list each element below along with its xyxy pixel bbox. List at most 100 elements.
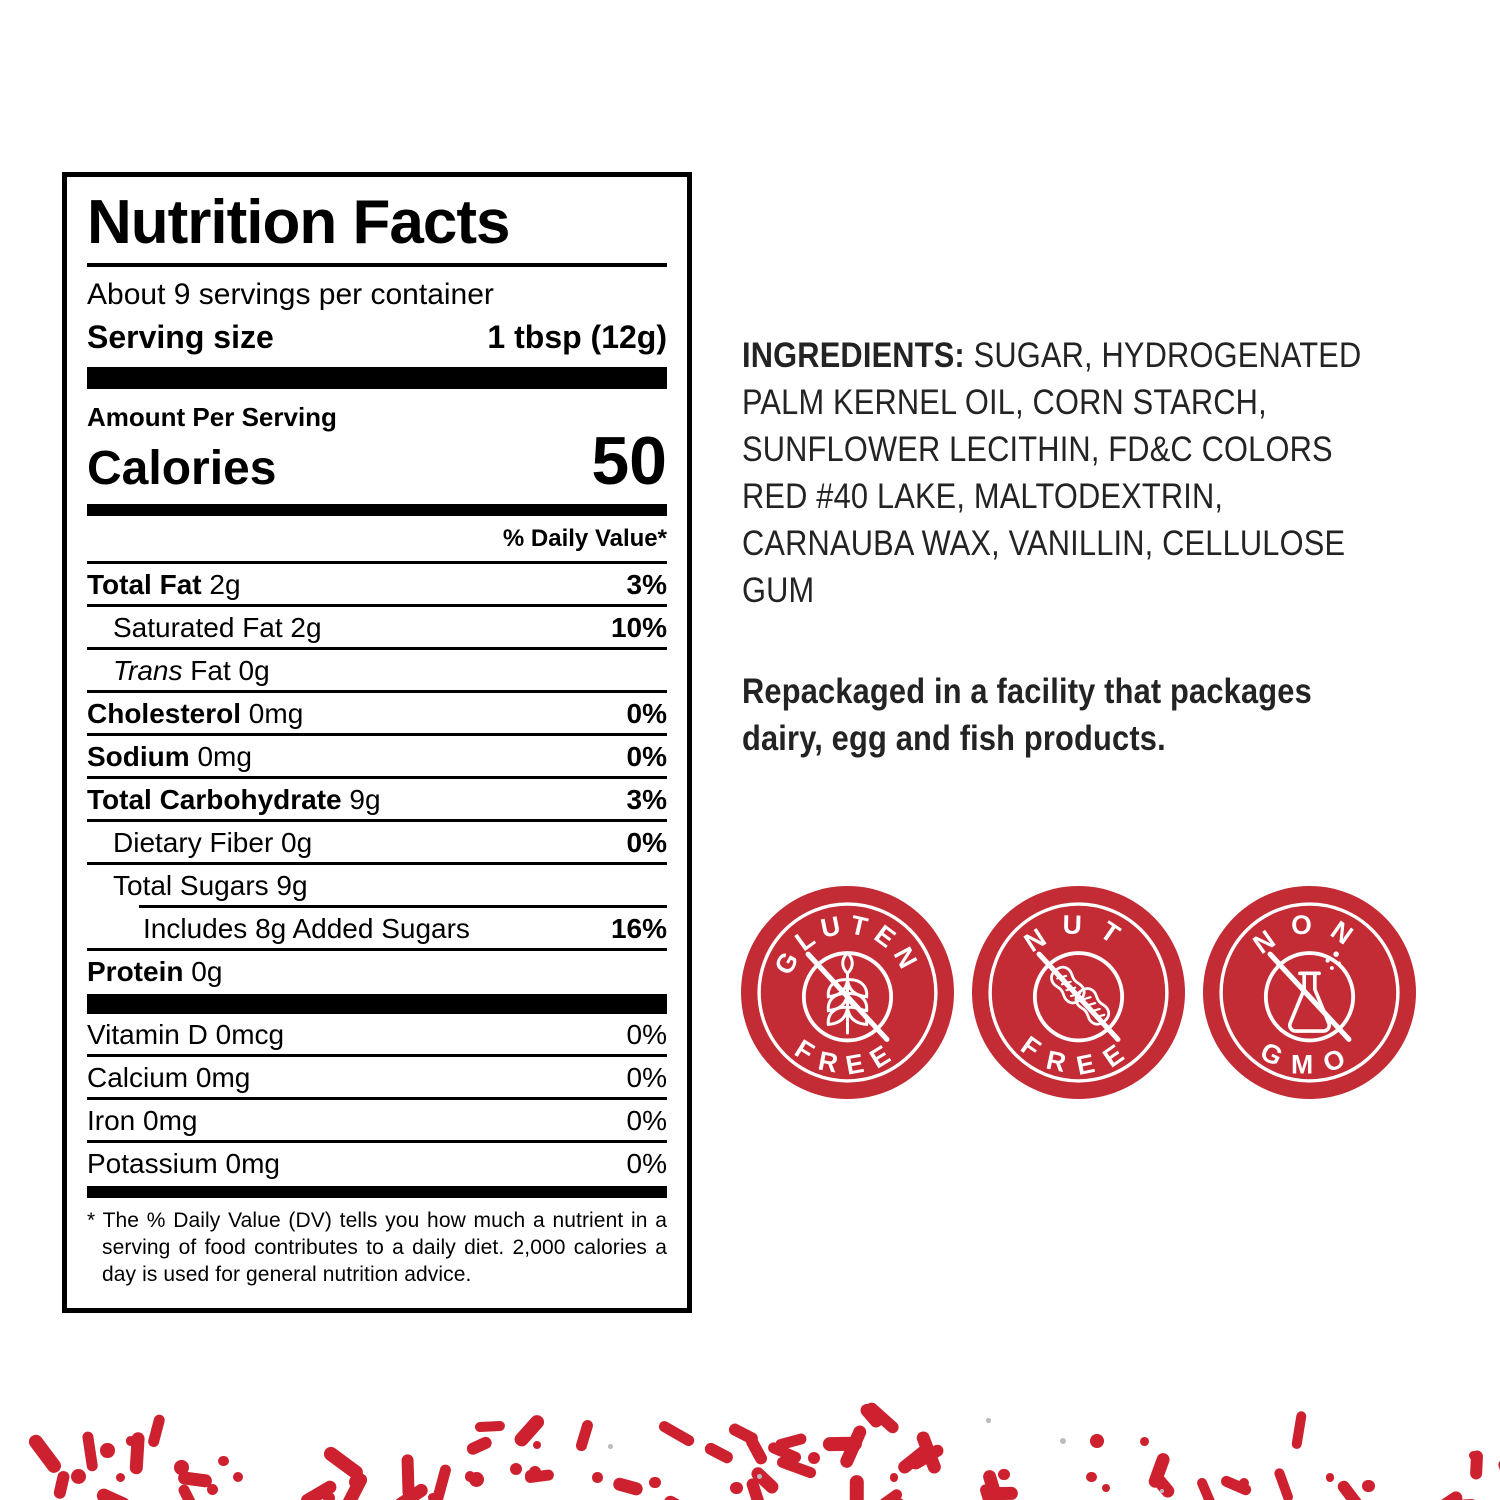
sprinkle — [889, 1473, 898, 1482]
vitamin-rows: Vitamin D 0mcg 0% Calcium 0mg 0% Iron 0mg 0% P… — [87, 1014, 667, 1183]
divider-thin — [87, 263, 667, 268]
sprinkle — [321, 1444, 366, 1482]
sprinkle — [850, 1474, 865, 1500]
sprinkle — [94, 1486, 132, 1500]
nutrient-row: Sodium 0mg 0% — [87, 733, 667, 776]
sprinkle — [125, 1436, 136, 1446]
nutrition-facts-title: Nutrition Facts — [87, 188, 510, 257]
sprinkle — [808, 1452, 821, 1465]
sprinkle — [1238, 1478, 1249, 1489]
sprinkle — [1362, 1479, 1376, 1493]
vitamin-row: Potassium 0mg 0% — [87, 1140, 667, 1183]
divider-medium — [87, 1186, 667, 1199]
repackaged-notice: Repackaged in a facility that packages d… — [742, 672, 1312, 758]
sprinkle — [429, 1462, 453, 1500]
sprinkle — [1194, 1476, 1216, 1500]
vitamin-row: Calcium 0mg 0% — [87, 1054, 667, 1097]
sprinkle — [1219, 1474, 1253, 1498]
sprinkle — [978, 1482, 1002, 1500]
sprinkle — [385, 1481, 431, 1500]
sprinkle — [766, 1440, 803, 1466]
sprinkle — [70, 1468, 86, 1484]
calories-row: Calories 50 — [87, 423, 667, 500]
daily-value-footnote: * The % Daily Value (DV) tells you how m… — [87, 1209, 667, 1286]
slash-icon — [805, 951, 890, 1042]
nutrient-dv-percent: 0% — [626, 1062, 667, 1094]
sprinkle — [998, 1468, 1010, 1480]
nutrient-row: Saturated Fat 2g 10% — [87, 604, 667, 647]
sprinkle — [81, 1431, 99, 1473]
sprinkle — [756, 1474, 762, 1480]
calories-value: 50 — [591, 423, 667, 500]
sprinkle — [727, 1421, 760, 1447]
nutrient-name: Potassium 0mg — [87, 1148, 280, 1180]
sprinkle — [649, 1476, 661, 1489]
sprinkle — [907, 1442, 946, 1472]
nutrient-name: Iron 0mg — [87, 1105, 198, 1137]
sprinkle — [703, 1440, 735, 1465]
sprinkle — [1469, 1450, 1479, 1460]
sprinkle — [524, 1469, 555, 1484]
sprinkle — [233, 1471, 244, 1482]
sprinkle — [510, 1463, 523, 1476]
sprinkle — [863, 1400, 902, 1437]
nutrient-dv-percent: 0% — [626, 1105, 667, 1137]
sprinkle — [177, 1470, 214, 1489]
servings-per-container: About 9 servings per container — [87, 278, 494, 312]
nutrient-dv-percent: 0% — [626, 1019, 667, 1051]
badges-row: GLUTEN FREE — [741, 886, 1416, 1099]
sprinkle — [349, 1475, 364, 1490]
sprinkle — [1325, 1473, 1335, 1482]
sprinkle — [1149, 1470, 1178, 1500]
sprinkle — [661, 1493, 695, 1500]
badge-gluten-free: GLUTEN FREE — [741, 886, 954, 1099]
divider-thick — [87, 367, 667, 390]
nutrient-dv-percent: 0% — [626, 827, 667, 859]
nutrient-name: Trans Fat 0g — [113, 655, 270, 687]
sprinkle — [464, 1471, 475, 1482]
nutrient-name: Includes 8g Added Sugars — [143, 913, 470, 945]
sprinkle — [823, 1436, 863, 1451]
sprinkle — [26, 1432, 65, 1476]
nutrient-name: Dietary Fiber 0g — [113, 827, 313, 859]
sprinkle — [174, 1460, 189, 1476]
nutrient-dv-percent: 0% — [626, 1148, 667, 1180]
sprinkle — [730, 1481, 743, 1494]
sprinkle — [838, 1423, 869, 1470]
serving-size-label: Serving size — [87, 319, 274, 356]
nutrient-dv-percent: 0% — [626, 698, 667, 730]
nutrient-name: Protein 0g — [87, 956, 223, 988]
sprinkle — [895, 1440, 936, 1476]
ingredients-label: INGREDIENTS: — [742, 336, 965, 375]
sprinkle — [857, 1401, 885, 1431]
sprinkle — [980, 1468, 1005, 1500]
nutrient-name: Total Sugars 9g — [113, 870, 308, 902]
sprinkle — [574, 1418, 595, 1453]
sprinkle — [986, 1418, 991, 1423]
sprinkle — [1419, 1488, 1465, 1500]
nutrient-name: Saturated Fat 2g — [113, 612, 322, 644]
nutrient-name: Total Fat 2g — [87, 569, 241, 601]
gluten-free-badge-graphic: GLUTEN FREE — [741, 886, 954, 1099]
nutrient-name: Total Carbohydrate 9g — [87, 784, 381, 816]
sprinkle — [1159, 1488, 1165, 1494]
nutrient-row: Trans Fat 0g — [87, 647, 667, 690]
sprinkle — [207, 1483, 219, 1495]
calories-label: Calories — [87, 442, 277, 496]
sprinkle — [611, 1476, 644, 1497]
sprinkle — [1089, 1434, 1104, 1449]
badge-nut-free: NUT FREE — [972, 886, 1185, 1099]
nutrient-name: Vitamin D 0mcg — [87, 1019, 285, 1051]
sprinkle — [322, 1491, 336, 1500]
nutrient-row: Cholesterol 0mg 0% — [87, 690, 667, 733]
slash-icon — [1267, 951, 1352, 1042]
sprinkle — [109, 1446, 114, 1451]
amount-per-serving-label: Amount Per Serving — [87, 402, 337, 433]
nutrient-dv-percent: 3% — [626, 569, 667, 601]
sprinkle — [129, 1431, 145, 1475]
sprinkle — [146, 1412, 166, 1448]
nutrient-row: Includes 8g Added Sugars 16% — [139, 905, 667, 948]
serving-size-value: 1 tbsp (12g) — [487, 319, 667, 356]
sprinkle — [749, 1464, 782, 1497]
